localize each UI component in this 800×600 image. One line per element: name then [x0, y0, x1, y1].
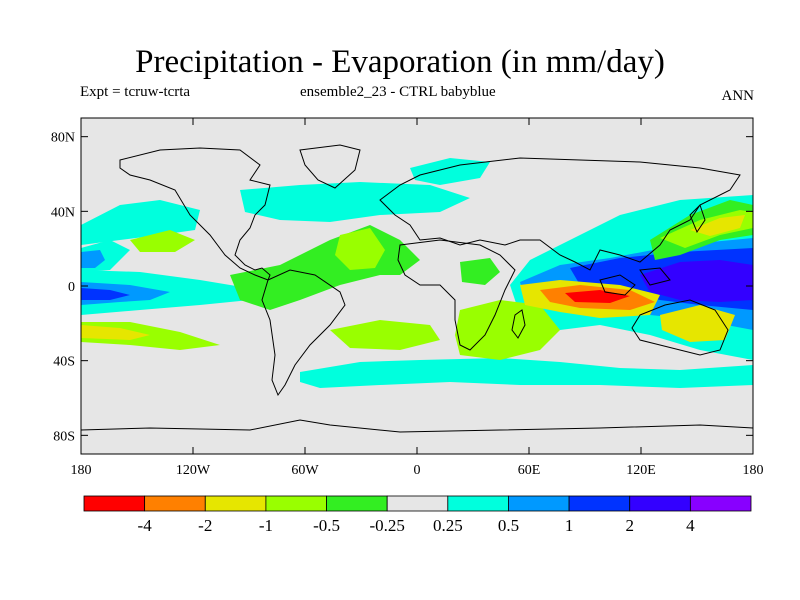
contour-south-atlantic-lime: [330, 320, 440, 350]
period-label: ANN: [721, 88, 755, 104]
contour-arctic-cyan: [410, 158, 490, 185]
lat-tick-label: 40S: [53, 355, 75, 370]
contour-north-pacific-subtropic-blue: [81, 250, 105, 268]
colorbar-level-label: -2: [198, 516, 212, 535]
colorbar-swatch: [83, 495, 146, 512]
lat-tick-label: 80S: [53, 429, 75, 444]
coast-antarctica: [81, 419, 753, 433]
contour-pacific-yellow: [81, 325, 150, 340]
colorbar-swatch: [447, 495, 509, 512]
contour-north-atlantic-cyan: [240, 182, 470, 222]
lon-tick-label: 60E: [518, 463, 541, 478]
colorbar-swatch: [386, 495, 449, 512]
contour-fields: [81, 158, 753, 388]
lon-tick-label: 0: [414, 463, 421, 478]
coast-eurasia: [379, 157, 741, 271]
colorbar-swatch: [144, 495, 206, 512]
colorbar-swatch: [508, 495, 570, 512]
colorbar-level-label: 0.5: [498, 516, 519, 535]
ensemble-label: ensemble2_23 - CTRL babyblue: [300, 84, 496, 100]
colorbar-swatch: [265, 495, 327, 512]
contour-north-pacific-lime: [130, 230, 195, 252]
colorbar-swatch: [568, 495, 631, 512]
coastlines: [81, 144, 753, 433]
colorbar: -4 -2 -1 -0.5 -0.25 0.25 0.5 1 2 4: [83, 495, 752, 535]
coast-japan: [689, 204, 706, 234]
lon-tick-label: 120E: [626, 463, 656, 478]
colorbar-level-label: 4: [686, 516, 695, 535]
contour-southern-ocean-cyan: [300, 358, 753, 388]
coast-australia: [631, 299, 729, 356]
colorbar-level-label: -1: [259, 516, 273, 535]
contour-warm-pool-violet: [640, 260, 753, 302]
colorbar-swatch: [689, 495, 752, 512]
contour-kuroshio-yellow: [690, 215, 745, 236]
lon-tick-label: 120W: [176, 463, 211, 478]
contour-indian-ocean-lime: [455, 300, 560, 360]
contour-australia-yellow: [660, 305, 735, 342]
coast-north-america: [119, 147, 271, 281]
experiment-label: Expt = tcruw-tcrta: [80, 84, 191, 100]
colorbar-level-label: 1: [565, 516, 574, 535]
coast-south-america: [261, 269, 346, 397]
contour-central-pacific-darkblue: [81, 288, 130, 300]
lat-tick-label: 80N: [51, 131, 75, 146]
chart-title: Precipitation - Evaporation (in mm/day): [135, 44, 665, 80]
colorbar-swatch: [629, 495, 691, 512]
contour-africa-green: [460, 258, 500, 285]
colorbar-level-label: -0.25: [369, 516, 404, 535]
colorbar-level-label: 2: [625, 516, 634, 535]
coast-greenland: [299, 144, 361, 189]
axis-ticks: 180 120W 60W 0 60E 120E 180 80N 40N 0 40S 80S: [51, 118, 764, 478]
lat-tick-label: 40N: [51, 205, 75, 220]
contour-central-pacific-cyan: [81, 270, 260, 315]
lon-tick-label: 180: [743, 463, 764, 478]
contour-north-pacific-cyan: [81, 200, 200, 245]
colorbar-level-label: -0.5: [313, 516, 340, 535]
contour-atlantic-lime: [335, 228, 385, 270]
colorbar-level-label: -4: [138, 516, 153, 535]
colorbar-swatch: [204, 495, 267, 512]
lon-tick-label: 60W: [291, 463, 319, 478]
lat-tick-label: 0: [68, 280, 75, 295]
colorbar-level-label: 0.25: [433, 516, 463, 535]
coast-africa: [397, 239, 516, 351]
coast-madagascar: [511, 309, 526, 339]
coast-maritime-continent: [599, 267, 671, 296]
lon-tick-label: 180: [71, 463, 92, 478]
colorbar-swatch: [326, 495, 388, 512]
